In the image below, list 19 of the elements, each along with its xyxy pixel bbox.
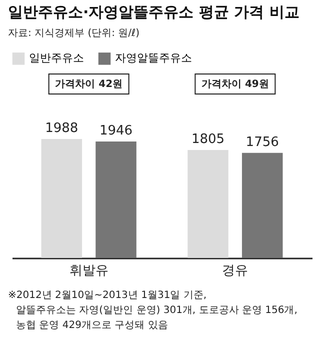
text: 알뜰주유소는 자영(일반인 운영) 301개, 도로공사 운영 156개, bbox=[16, 305, 298, 316]
text: 농협 운영 429개으로 구성돼 있음 bbox=[16, 320, 168, 331]
x-tick-label: 경유 bbox=[222, 264, 248, 278]
bar bbox=[41, 139, 82, 258]
bar bbox=[242, 152, 283, 258]
legend-label: 자영알뜰주유소 bbox=[115, 52, 192, 65]
data-label: 1756 bbox=[246, 134, 279, 150]
text: 가격차이 42원 bbox=[55, 79, 123, 90]
data-label: 1988 bbox=[45, 121, 78, 136]
data-label: 1946 bbox=[99, 124, 133, 139]
chart-title: 일반주유소·자영알뜰주유소 평균 가격 비교 bbox=[8, 3, 300, 21]
chart-subtitle: 자료: 지식경제부 (단위: 원/ℓ) bbox=[8, 28, 140, 39]
bar bbox=[96, 142, 136, 258]
text: 가격차이 49원 bbox=[201, 79, 269, 90]
bar bbox=[188, 150, 228, 258]
legend-label: 일반주유소 bbox=[29, 52, 84, 65]
text: ※2012년 2월10일~2013년 1월31일 기준, bbox=[8, 290, 207, 301]
x-tick-label: 휘발유 bbox=[69, 264, 108, 278]
data-label: 1805 bbox=[191, 132, 225, 147]
